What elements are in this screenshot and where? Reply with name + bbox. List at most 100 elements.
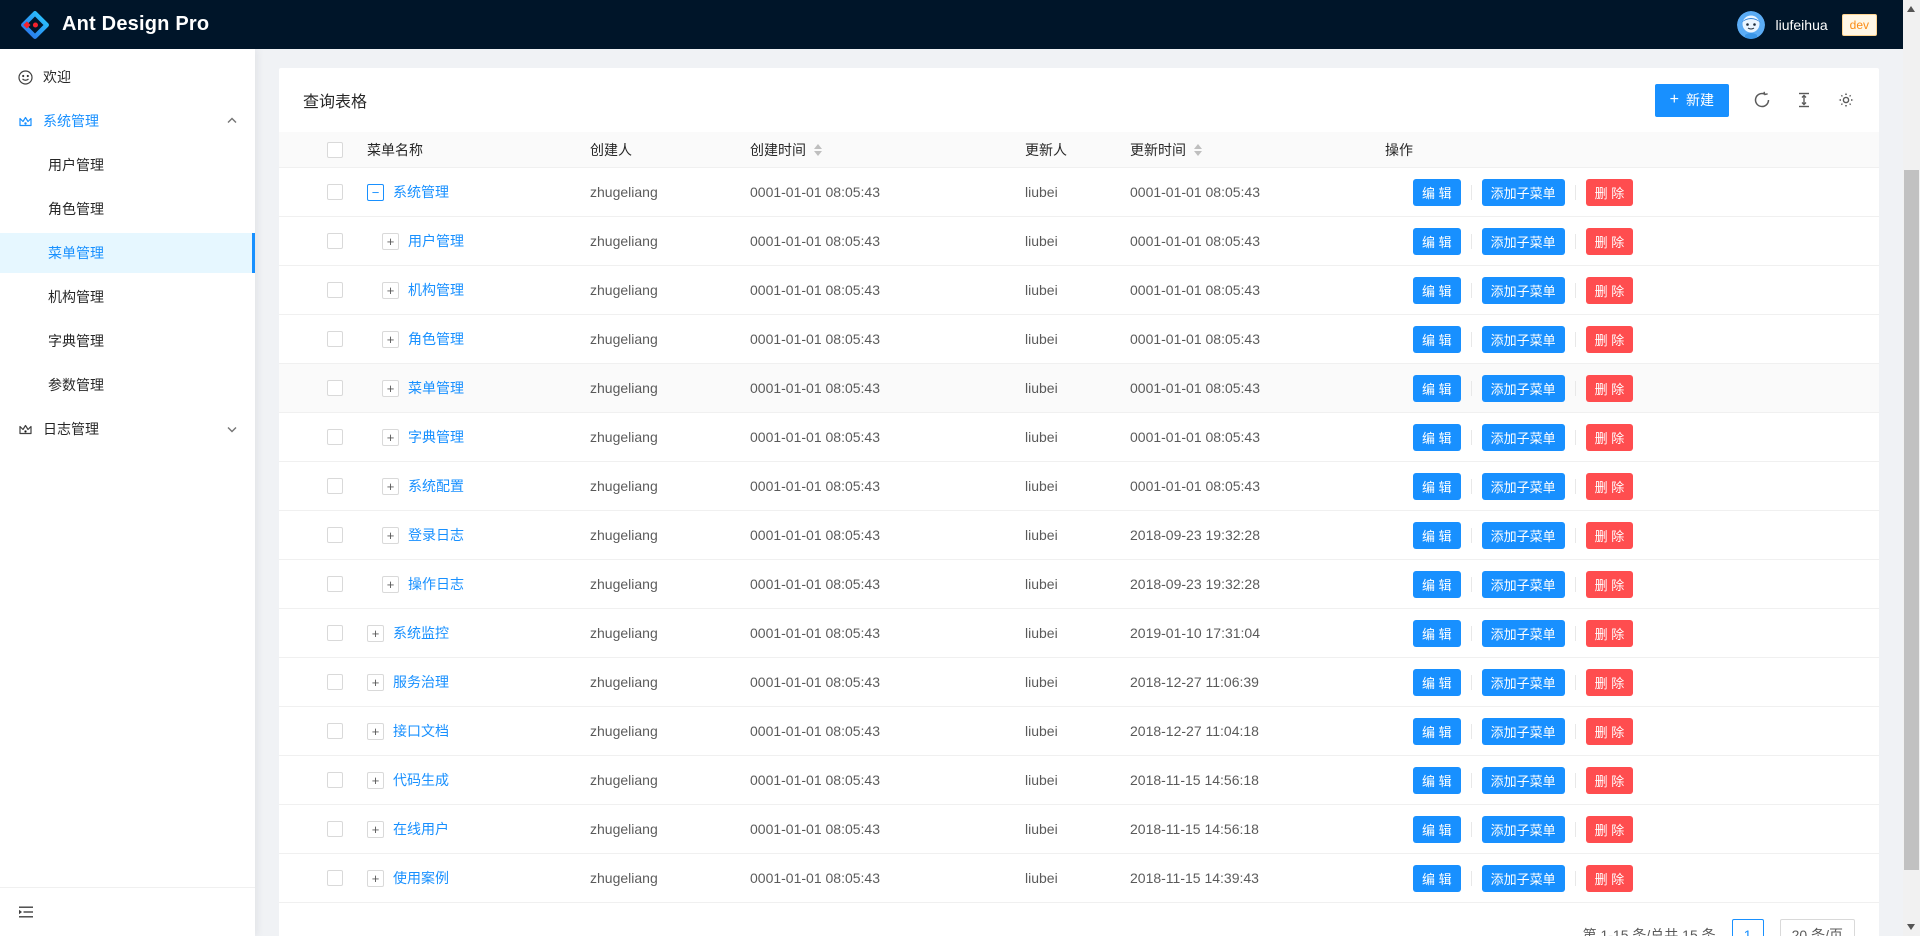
- menu-name-link[interactable]: 登录日志: [408, 527, 464, 543]
- row-checkbox[interactable]: [327, 772, 343, 788]
- sidebar-group-system[interactable]: 系统管理: [0, 101, 255, 141]
- menu-name-link[interactable]: 系统管理: [393, 184, 449, 200]
- add-child-menu-button[interactable]: 添加子菜单: [1481, 619, 1565, 647]
- sidebar-group-log[interactable]: 日志管理: [0, 409, 255, 449]
- menu-name-link[interactable]: 使用案例: [393, 870, 449, 886]
- window-scrollbar[interactable]: [1903, 0, 1920, 936]
- delete-button[interactable]: 删 除: [1585, 276, 1634, 304]
- menu-name-link[interactable]: 代码生成: [393, 772, 449, 788]
- add-child-menu-button[interactable]: 添加子菜单: [1481, 766, 1565, 794]
- expand-toggle-icon[interactable]: +: [382, 281, 399, 299]
- settings-gear-icon[interactable]: [1837, 91, 1855, 109]
- edit-button[interactable]: 编 辑: [1413, 374, 1461, 402]
- add-child-menu-button[interactable]: 添加子菜单: [1481, 178, 1565, 206]
- add-child-menu-button[interactable]: 添加子菜单: [1481, 472, 1565, 500]
- sort-icon[interactable]: [814, 143, 822, 156]
- menu-name-link[interactable]: 用户管理: [408, 233, 464, 249]
- expand-toggle-icon[interactable]: +: [367, 624, 384, 642]
- row-checkbox[interactable]: [327, 331, 343, 347]
- sidebar-item[interactable]: 字典管理: [0, 321, 255, 361]
- delete-button[interactable]: 删 除: [1585, 521, 1634, 549]
- add-child-menu-button[interactable]: 添加子菜单: [1481, 521, 1565, 549]
- new-button[interactable]: + 新建: [1654, 83, 1729, 117]
- select-all-checkbox[interactable]: [327, 141, 343, 158]
- add-child-menu-button[interactable]: 添加子菜单: [1481, 276, 1565, 304]
- reload-icon[interactable]: [1753, 91, 1771, 109]
- add-child-menu-button[interactable]: 添加子菜单: [1481, 864, 1565, 892]
- row-checkbox[interactable]: [327, 184, 343, 200]
- avatar[interactable]: [1737, 10, 1766, 39]
- edit-button[interactable]: 编 辑: [1413, 668, 1461, 696]
- row-checkbox[interactable]: [327, 723, 343, 739]
- sidebar-item[interactable]: 参数管理: [0, 365, 255, 405]
- row-checkbox[interactable]: [327, 821, 343, 837]
- expand-toggle-icon[interactable]: +: [382, 379, 399, 397]
- edit-button[interactable]: 编 辑: [1413, 570, 1461, 598]
- add-child-menu-button[interactable]: 添加子菜单: [1481, 717, 1565, 745]
- edit-button[interactable]: 编 辑: [1413, 178, 1461, 206]
- edit-button[interactable]: 编 辑: [1413, 815, 1461, 843]
- menu-name-link[interactable]: 系统监控: [393, 625, 449, 641]
- expand-toggle-icon[interactable]: +: [382, 428, 399, 446]
- menu-name-link[interactable]: 机构管理: [408, 282, 464, 298]
- delete-button[interactable]: 删 除: [1585, 766, 1634, 794]
- row-checkbox[interactable]: [327, 674, 343, 690]
- edit-button[interactable]: 编 辑: [1413, 472, 1461, 500]
- expand-toggle-icon[interactable]: +: [382, 526, 399, 544]
- edit-button[interactable]: 编 辑: [1413, 227, 1461, 255]
- expand-toggle-icon[interactable]: +: [367, 771, 384, 789]
- username[interactable]: liufeihua: [1775, 16, 1828, 33]
- row-checkbox[interactable]: [327, 478, 343, 494]
- add-child-menu-button[interactable]: 添加子菜单: [1481, 570, 1565, 598]
- edit-button[interactable]: 编 辑: [1413, 276, 1461, 304]
- expand-toggle-icon[interactable]: +: [367, 820, 384, 838]
- menu-name-link[interactable]: 服务治理: [393, 674, 449, 690]
- row-checkbox[interactable]: [327, 625, 343, 641]
- delete-button[interactable]: 删 除: [1585, 227, 1634, 255]
- edit-button[interactable]: 编 辑: [1413, 521, 1461, 549]
- menu-name-link[interactable]: 操作日志: [408, 576, 464, 592]
- row-checkbox[interactable]: [327, 870, 343, 886]
- sidebar-item[interactable]: 角色管理: [0, 189, 255, 229]
- expand-toggle-icon[interactable]: +: [367, 869, 384, 887]
- add-child-menu-button[interactable]: 添加子菜单: [1481, 423, 1565, 451]
- menu-name-link[interactable]: 字典管理: [408, 429, 464, 445]
- expand-toggle-icon[interactable]: +: [367, 722, 384, 740]
- menu-name-link[interactable]: 在线用户: [393, 821, 449, 837]
- add-child-menu-button[interactable]: 添加子菜单: [1481, 374, 1565, 402]
- page-1-button[interactable]: 1: [1731, 919, 1764, 936]
- sidebar-item[interactable]: 机构管理: [0, 277, 255, 317]
- logo[interactable]: Ant Design Pro: [20, 10, 209, 40]
- row-checkbox[interactable]: [327, 576, 343, 592]
- add-child-menu-button[interactable]: 添加子菜单: [1481, 325, 1565, 353]
- delete-button[interactable]: 删 除: [1585, 325, 1634, 353]
- menu-name-link[interactable]: 角色管理: [408, 331, 464, 347]
- sort-icon[interactable]: [1194, 143, 1202, 156]
- scroll-down-arrow-icon[interactable]: [1907, 924, 1915, 930]
- edit-button[interactable]: 编 辑: [1413, 766, 1461, 794]
- expand-toggle-icon[interactable]: +: [382, 330, 399, 348]
- delete-button[interactable]: 删 除: [1585, 668, 1634, 696]
- delete-button[interactable]: 删 除: [1585, 717, 1634, 745]
- expand-toggle-icon[interactable]: +: [382, 477, 399, 495]
- row-checkbox[interactable]: [327, 233, 343, 249]
- add-child-menu-button[interactable]: 添加子菜单: [1481, 668, 1565, 696]
- row-checkbox[interactable]: [327, 429, 343, 445]
- column-height-icon[interactable]: [1795, 91, 1813, 109]
- delete-button[interactable]: 删 除: [1585, 472, 1634, 500]
- edit-button[interactable]: 编 辑: [1413, 864, 1461, 892]
- sidebar-item[interactable]: 菜单管理: [0, 233, 255, 273]
- add-child-menu-button[interactable]: 添加子菜单: [1481, 227, 1565, 255]
- delete-button[interactable]: 删 除: [1585, 815, 1634, 843]
- menu-fold-icon[interactable]: [18, 904, 34, 920]
- scroll-up-arrow-icon[interactable]: [1907, 6, 1915, 12]
- expand-toggle-icon[interactable]: −: [367, 183, 384, 201]
- row-checkbox[interactable]: [327, 282, 343, 298]
- delete-button[interactable]: 删 除: [1585, 423, 1634, 451]
- delete-button[interactable]: 删 除: [1585, 178, 1634, 206]
- edit-button[interactable]: 编 辑: [1413, 423, 1461, 451]
- delete-button[interactable]: 删 除: [1585, 374, 1634, 402]
- edit-button[interactable]: 编 辑: [1413, 619, 1461, 647]
- delete-button[interactable]: 删 除: [1585, 570, 1634, 598]
- edit-button[interactable]: 编 辑: [1413, 717, 1461, 745]
